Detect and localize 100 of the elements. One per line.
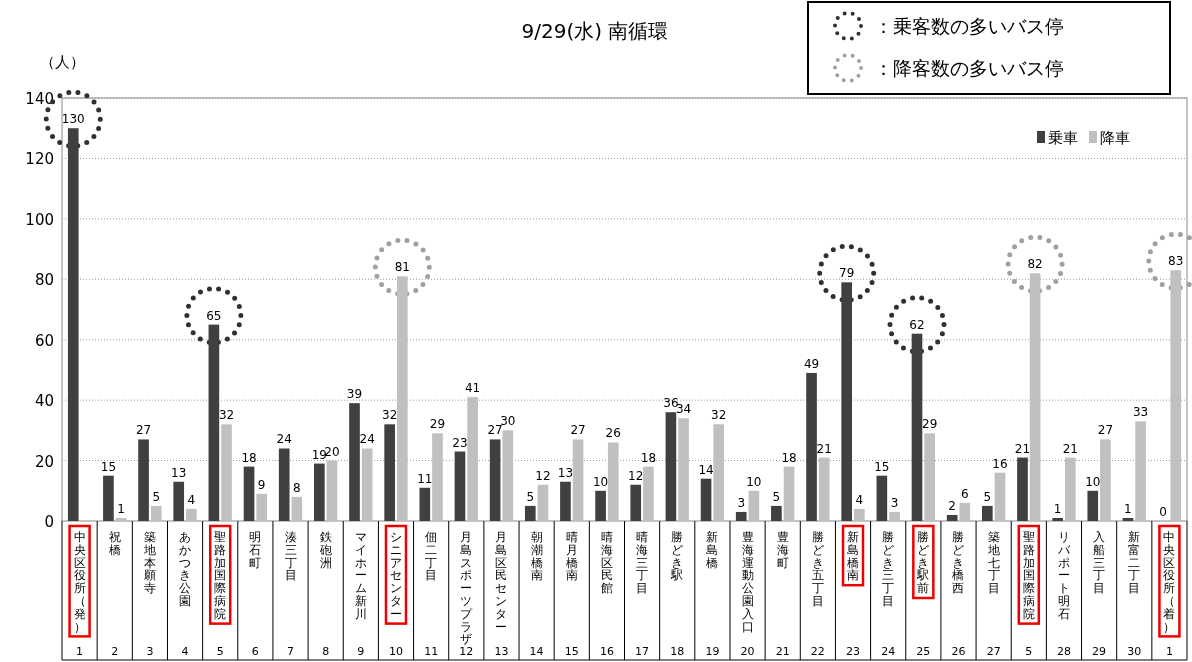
data-label: 10 — [1085, 474, 1101, 489]
x-tick-label: 築地本願寺 — [142, 530, 156, 596]
data-label: 5 — [152, 489, 161, 504]
data-label: 32 — [711, 408, 727, 423]
bar — [173, 481, 185, 521]
x-tick-label: リバポート明石 — [1056, 530, 1071, 621]
text: 7 — [287, 645, 295, 658]
data-label: 13 — [171, 465, 187, 480]
bar — [1122, 517, 1134, 521]
data-label: 29 — [922, 417, 938, 432]
data-label: 83 — [1168, 254, 1184, 269]
data-label: 3 — [890, 495, 899, 510]
text: 28 — [1056, 645, 1071, 658]
data-label: 32 — [382, 408, 398, 423]
data-label: 12 — [628, 468, 644, 483]
text: 30 — [1127, 645, 1142, 658]
data-label: 5 — [772, 489, 781, 504]
x-tick-label: 新島橋 — [706, 530, 719, 570]
data-label: 21 — [816, 441, 832, 456]
text: 23 — [846, 645, 861, 658]
legend-label: 降車 — [1100, 129, 1130, 147]
text: 21 — [775, 645, 790, 658]
data-label: 15 — [874, 459, 890, 474]
data-label: 15 — [100, 459, 117, 474]
data-label: 27 — [135, 423, 152, 438]
bar — [700, 478, 712, 521]
data-label: 49 — [803, 356, 820, 371]
x-tick-label: 聖路加国際病院 — [1022, 530, 1035, 621]
bar — [314, 463, 325, 521]
x-tick-label: 勝どき駅前 — [916, 530, 930, 596]
x-tick-label: 聖路加国際病院 — [214, 530, 227, 621]
bar — [748, 490, 760, 521]
x-tick-label: 新富二丁目 — [1128, 530, 1141, 596]
y-tick-label: 20 — [34, 452, 54, 471]
data-label: 82 — [1027, 257, 1043, 272]
bar — [911, 333, 923, 521]
x-tick-label: 勝どき五丁目 — [811, 530, 824, 608]
bar — [806, 372, 817, 521]
data-label: 36 — [663, 396, 679, 411]
bar — [1087, 490, 1099, 521]
text: 9 — [357, 645, 365, 658]
bar — [1029, 273, 1041, 521]
text: 2 — [111, 645, 119, 658]
bar — [361, 448, 373, 521]
bar — [889, 511, 900, 521]
bar — [419, 487, 431, 521]
bar — [959, 502, 971, 521]
y-tick-label: 40 — [34, 392, 54, 411]
y-tick-label: 0 — [44, 513, 54, 531]
bar — [924, 433, 935, 521]
data-label: 14 — [698, 462, 714, 477]
text: 11 — [424, 645, 439, 658]
bar — [208, 324, 220, 521]
x-tick-label: 豊海町 — [776, 530, 789, 570]
data-label: 33 — [1132, 405, 1149, 420]
data-label: 24 — [359, 432, 375, 447]
text: 1 — [1165, 645, 1173, 658]
x-tick-label: 勝どき駅 — [670, 530, 684, 583]
bar — [502, 430, 514, 521]
bar — [643, 466, 654, 521]
data-label: 18 — [640, 450, 657, 465]
text: 5 — [1025, 645, 1033, 658]
x-tick-label: 勝どき三丁目 — [882, 530, 895, 608]
text: 26 — [951, 645, 966, 658]
bar — [384, 424, 395, 521]
data-label: 9 — [257, 477, 266, 492]
bar — [560, 481, 571, 521]
data-label: 12 — [535, 468, 551, 483]
text: 20 — [740, 645, 755, 658]
x-tick-label: 祝橋 — [108, 530, 121, 557]
data-label: 8 — [293, 480, 301, 495]
bar — [981, 505, 993, 521]
bar — [524, 505, 536, 521]
text: 1 — [76, 645, 84, 658]
bar — [67, 128, 79, 521]
x-tick-label: 新島橋南 — [847, 530, 860, 583]
x-tick-label: 晴海三丁目 — [636, 530, 649, 596]
text: 4 — [181, 645, 189, 658]
bar — [1170, 270, 1182, 521]
data-label: 27 — [1097, 423, 1114, 438]
text: 5 — [216, 645, 224, 658]
data-label: 6 — [960, 486, 969, 501]
text: 10 — [388, 645, 403, 658]
bar — [818, 457, 830, 521]
text: 3 — [146, 645, 154, 658]
x-tick-label: 朝潮橋南 — [530, 530, 543, 583]
bar — [396, 276, 408, 521]
data-label: 18 — [241, 450, 257, 465]
text: 13 — [494, 645, 509, 658]
legend-label: ：乗客数の多いバス停 — [874, 15, 1064, 37]
data-label: 1 — [117, 501, 125, 516]
text: 24 — [881, 645, 896, 658]
text: 22 — [810, 645, 825, 658]
bar — [1135, 421, 1146, 521]
text: 16 — [599, 645, 614, 658]
text: 18 — [670, 645, 685, 658]
bar — [994, 472, 1006, 521]
bar — [1017, 457, 1028, 521]
bar — [946, 514, 958, 521]
x-tick-label: 晴海区民館 — [600, 530, 613, 596]
